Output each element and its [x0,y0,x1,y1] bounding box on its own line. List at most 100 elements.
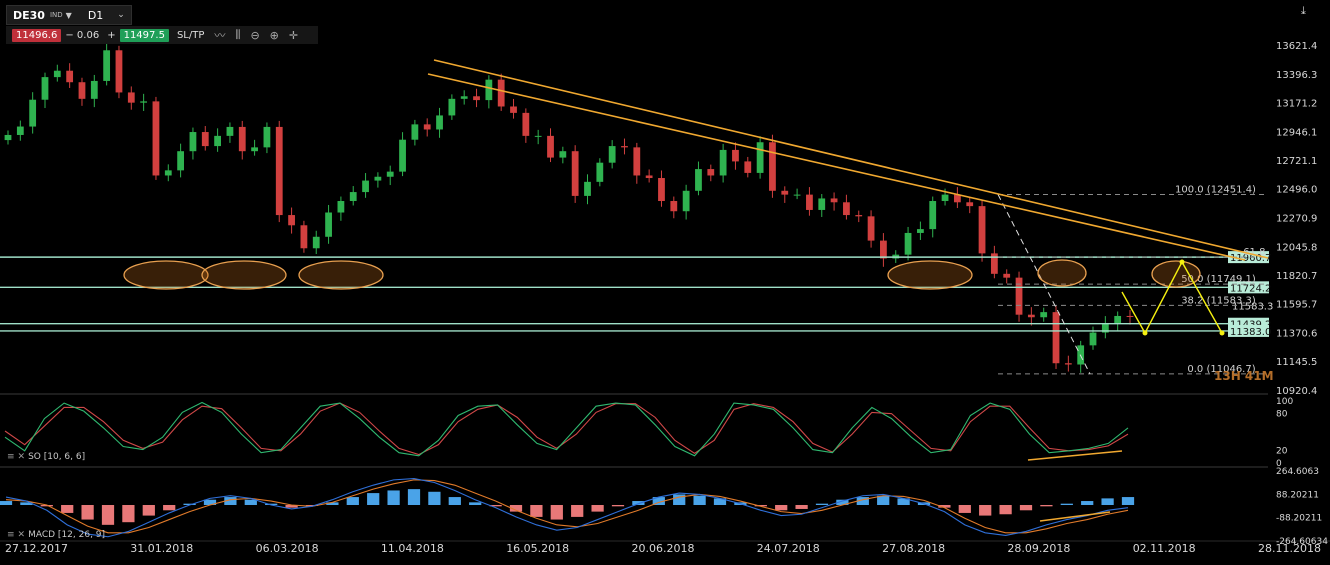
symbol-selector[interactable]: DE30 IND ▼ D1 ⌄ [6,5,132,25]
timeframe-selector[interactable]: D1 [87,8,104,22]
plus-sign: + [107,29,116,41]
macd-histogram-bar [305,505,319,506]
candle-body [904,232,912,255]
support-touch-ellipse [1037,259,1087,287]
menu-icon[interactable]: ≡ [7,530,15,540]
sell-button[interactable]: 11496.6 [12,28,62,42]
candle-body [41,77,49,100]
macd-histogram-bar [428,491,441,505]
macd-histogram-bar [203,499,217,505]
close-icon[interactable]: ✕ [17,452,26,462]
projection-point [1142,330,1148,336]
candle-body [670,201,678,212]
candle-body [485,79,493,101]
macd-histogram-bar [713,498,727,505]
candle-countdown: 13H 41M [1214,369,1274,383]
candle-body [818,198,826,210]
macd-histogram-bar [448,497,461,505]
price-tick-label: 11820.7 [1276,271,1317,282]
candle-body [1015,277,1023,315]
macd-tick-label: -264.60634 [1276,537,1328,547]
macd-histogram-bar [693,495,706,505]
candle-body [966,202,974,207]
price-level-tag [1228,324,1269,337]
time-tick-label: 31.01.2018 [130,542,193,555]
price-level-value: 11960.7 [1230,253,1271,264]
zoom-out-icon[interactable]: ⊖ [250,28,260,42]
support-touch-ellipse [201,260,287,290]
price-level-tag [1228,251,1269,264]
sl-tp-button[interactable]: SL/TP [176,29,205,41]
fib-level-label: 50.0 (11749.1) [1181,274,1256,285]
so-indicator-label[interactable]: ≡ ✕ SO [10, 6, 6] [7,452,85,462]
candle-body [658,178,665,202]
candle-body [411,124,419,140]
crosshair-icon[interactable]: ✛ [288,28,299,42]
macd-histogram-bar [61,505,74,513]
line-chart-icon[interactable]: 〰 [214,29,226,42]
macd-histogram-bar [550,505,563,520]
candle-body [189,132,197,152]
price-tick-label: 12270.9 [1276,214,1317,225]
candle-body [719,149,727,176]
buy-button[interactable]: 11497.5 [119,28,169,42]
candle-body [325,212,332,237]
candle-body [781,190,789,195]
chevron-down-icon[interactable]: ▼ [65,10,72,20]
price-level-value: 11583.3 [1232,301,1273,312]
trend-line [433,59,1269,259]
fib-level-label: 100.0 (12451.4) [1175,184,1256,195]
fib-swing-line [997,194,1091,375]
candle-body [90,80,98,99]
candle-body [177,151,185,171]
projection-point [1179,259,1185,265]
candle-body [152,101,160,176]
candle-body [596,162,604,182]
macd-histogram-bar [632,501,645,505]
candle-body [880,240,887,259]
menu-icon[interactable]: ≡ [7,452,15,462]
candle-body [559,151,567,158]
macd-histogram-bar [224,497,237,505]
close-icon[interactable]: ✕ [17,530,26,540]
macd-tick-label: 88.20211 [1276,490,1319,500]
candle-body [1064,363,1072,365]
candle-body [103,50,111,81]
macd-histogram-bar [1019,505,1033,511]
candles-icon[interactable]: ⫼ [235,28,241,41]
candle-body [1040,312,1048,318]
macd-histogram-bar [163,505,176,511]
candle-body [978,206,986,254]
candle-body [929,201,937,230]
macd-histogram-bar [611,505,625,507]
download-icon[interactable]: ⤓ [1301,4,1306,17]
zoom-in-icon[interactable]: ⊕ [269,28,279,42]
candle-body [251,147,258,152]
macd-indicator-label[interactable]: ≡ ✕ MACD [12, 26, 9] [7,530,105,540]
fib-level-label: 0.0 (11046.7) [1187,364,1255,375]
macd-histogram-bar [571,505,584,517]
macd-histogram-bar [265,503,278,505]
chart-toolbar: DE30 IND ▼ D1 ⌄ 11496.6 − 0.06 + 11497.5… [6,5,318,45]
macd-histogram-bar [938,505,951,508]
candle-body [917,229,924,233]
candle-body [214,135,221,147]
chevron-down-icon[interactable]: ⌄ [117,10,125,20]
macd-histogram-bar [591,505,604,512]
support-touch-ellipse [123,260,209,290]
candle-body [547,135,554,158]
macd-histogram-bar [999,505,1012,515]
candle-body [423,124,431,130]
candle-body [78,82,86,99]
candle-body [1126,315,1134,317]
price-tick-label: 12721.1 [1276,156,1317,167]
stochastic-tick-label: 100 [1276,397,1293,407]
macd-histogram-bar [1081,501,1094,505]
stochastic-tick-label: 80 [1276,409,1288,419]
time-tick-label: 02.11.2018 [1133,542,1196,555]
macd-histogram-bar [856,497,869,505]
candle-body [645,175,653,179]
candle-body [399,139,406,172]
macd-signal-line [5,479,1129,534]
